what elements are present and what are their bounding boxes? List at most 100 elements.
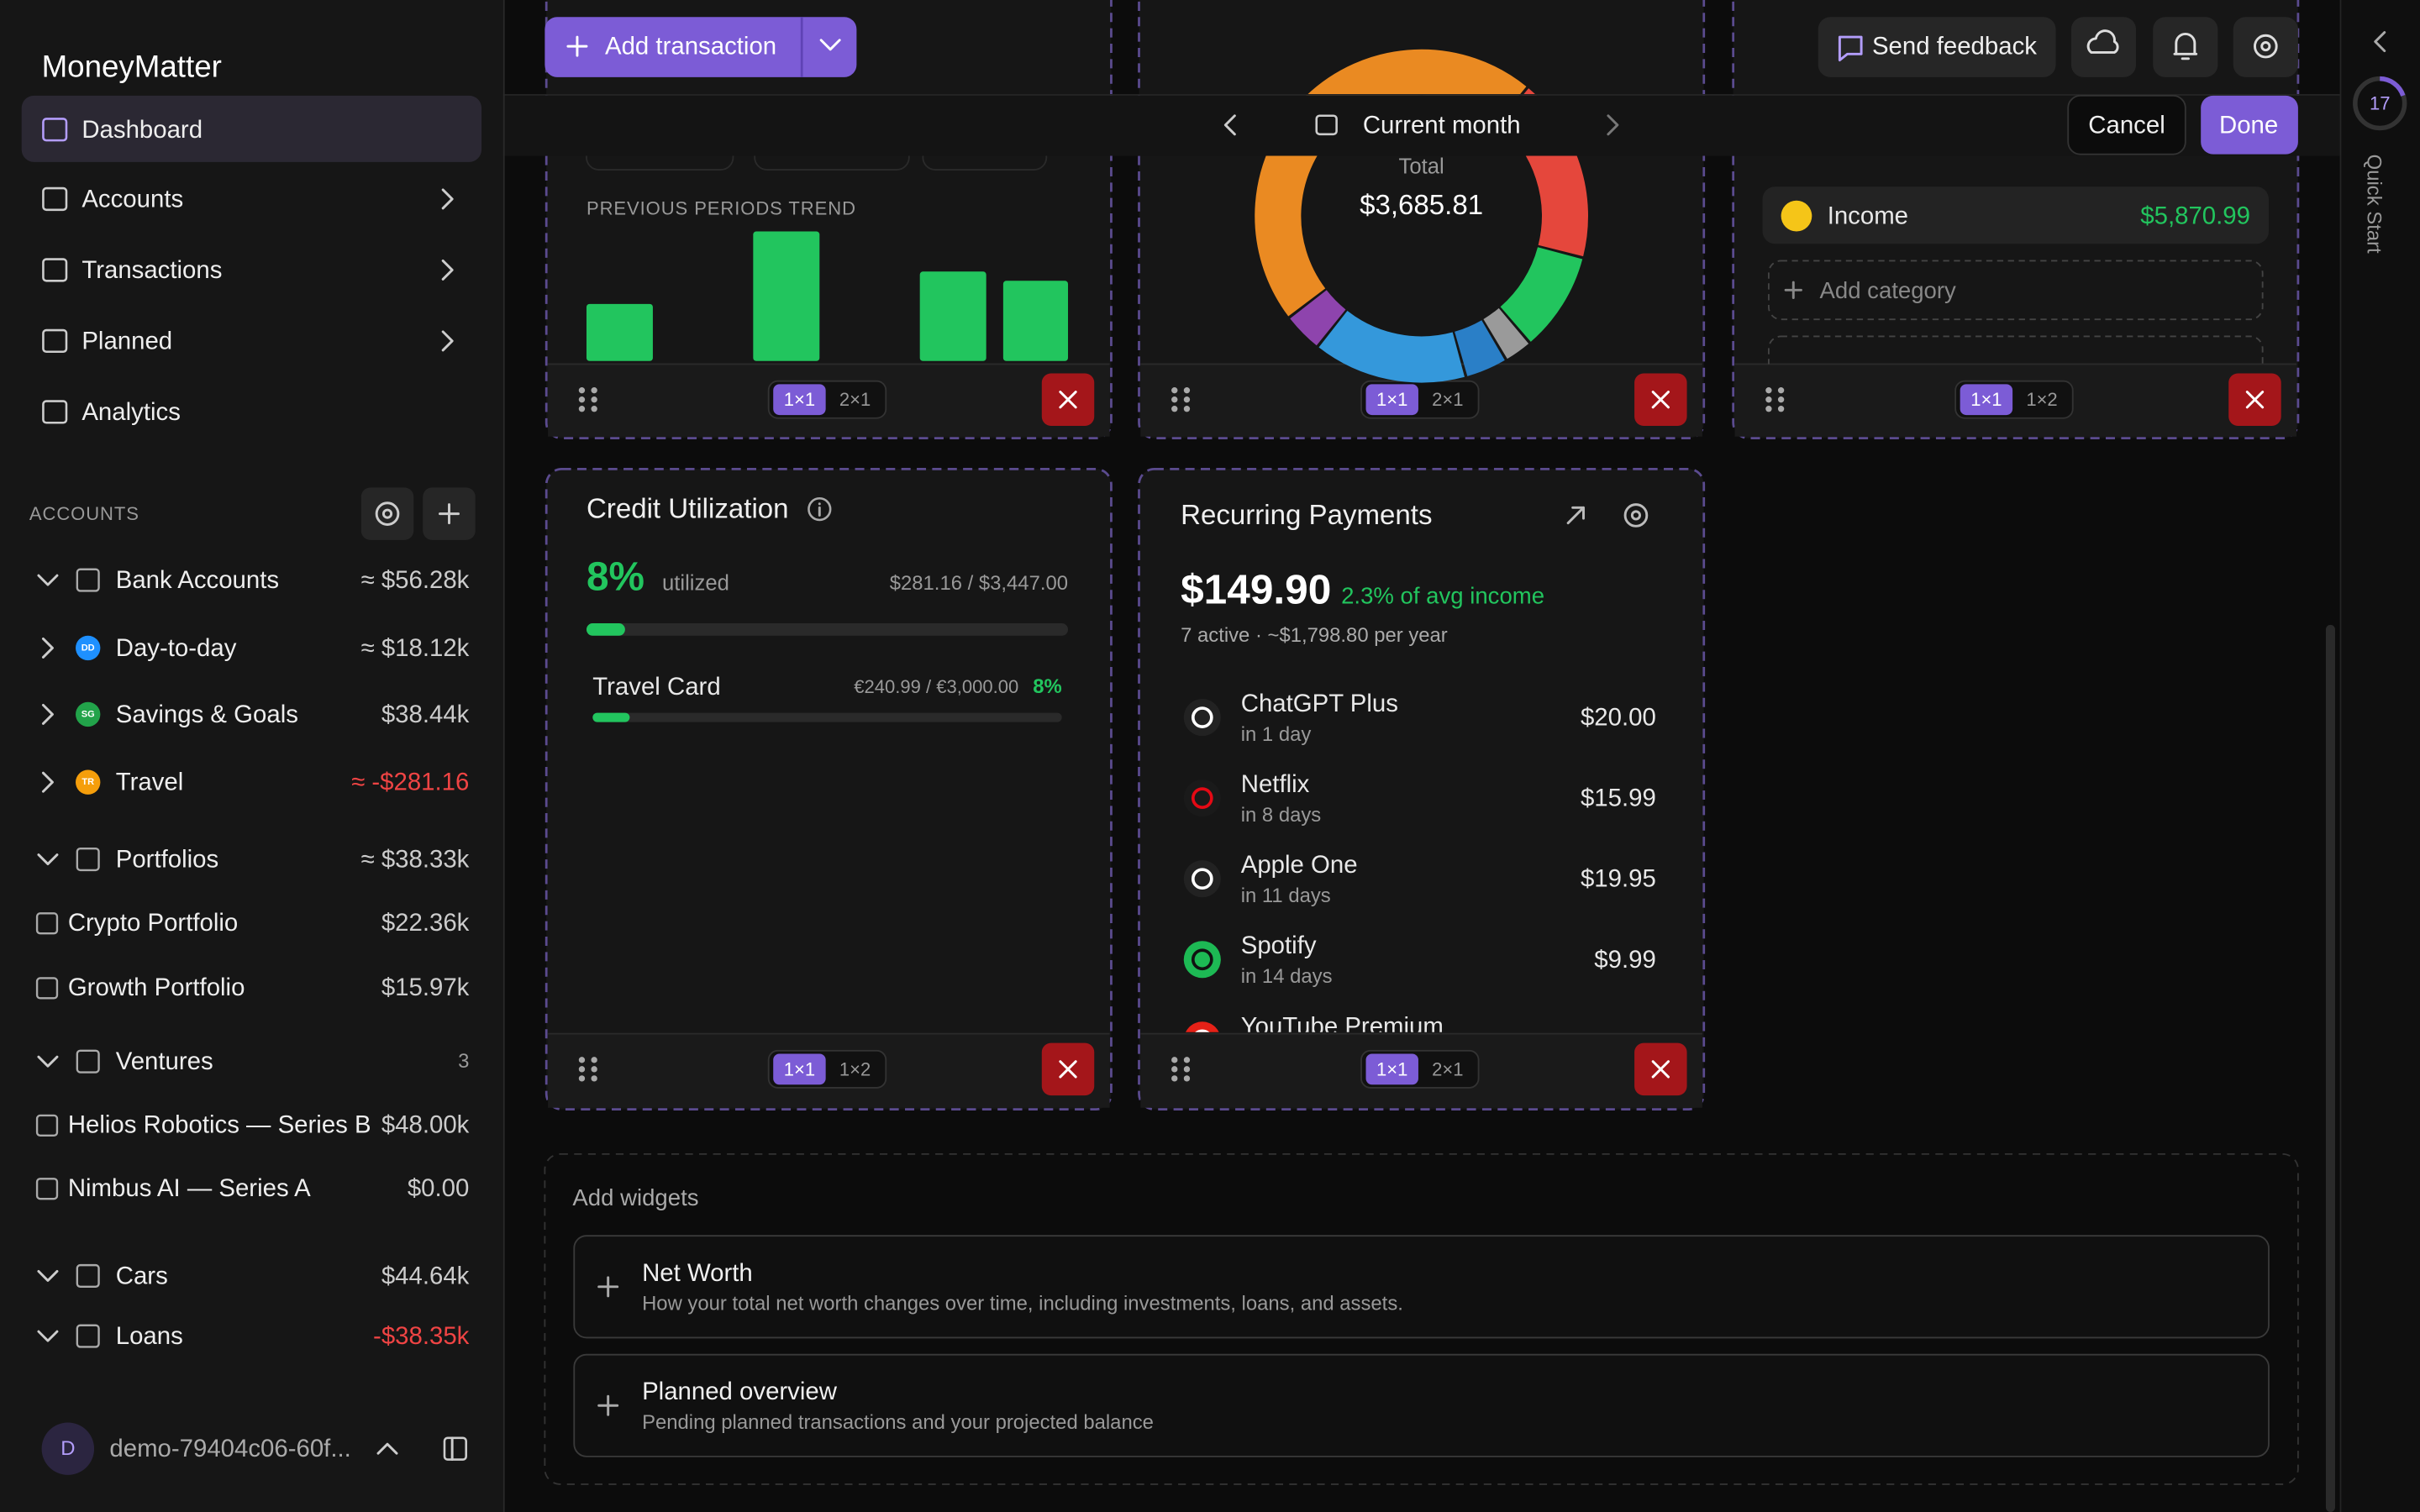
widget-option[interactable] — [573, 1353, 2270, 1457]
account-name: Ventures — [116, 1047, 213, 1075]
calendar-icon — [1315, 114, 1338, 136]
account-name: Nimbus AI — Series A — [68, 1174, 311, 1202]
account-badge — [76, 701, 101, 727]
account-value: $15.97k — [381, 974, 470, 1001]
drag-handle — [578, 1066, 586, 1073]
nav-item: Accounts — [82, 185, 183, 213]
icon-button[interactable] — [2070, 17, 2137, 77]
label: How your total net worth changes over ti… — [642, 1293, 1403, 1315]
trend-bar — [586, 303, 653, 361]
size-chip-active[interactable] — [1365, 1053, 1418, 1085]
size-chip: 1×1 — [1376, 1058, 1407, 1079]
add-transaction-button[interactable] — [544, 17, 857, 77]
size-chip-active[interactable] — [773, 384, 826, 416]
label: $149.90 — [1181, 566, 1331, 613]
service-icon — [1191, 948, 1213, 971]
collapse-button — [2374, 31, 2386, 53]
cancel-button[interactable] — [2067, 94, 2186, 155]
account-name: Travel — [116, 769, 184, 796]
service-icon — [1185, 1021, 1219, 1032]
gear-icon — [1623, 503, 1649, 528]
drag-handle — [1171, 1066, 1178, 1073]
label: Cancel — [2088, 111, 2165, 139]
widget-option[interactable] — [573, 1235, 2270, 1339]
service-icon — [1191, 868, 1213, 890]
service-icon — [1195, 1029, 1210, 1032]
category-dot — [1781, 200, 1812, 232]
gear-icon — [381, 508, 393, 519]
account-icon — [35, 1114, 59, 1137]
account-name: Portfolios — [116, 846, 218, 874]
icon-button[interactable] — [2153, 17, 2218, 77]
sync-icon — [2086, 29, 2119, 54]
progress-track — [592, 712, 1062, 722]
menu-toggle — [376, 1442, 398, 1455]
label: Add transaction — [605, 33, 776, 60]
account-name: Day-to-day — [116, 634, 237, 662]
label: Current month — [1363, 111, 1521, 139]
chevron-icon — [441, 188, 454, 210]
service-icon — [1183, 780, 1221, 817]
gear-icon — [2260, 41, 2271, 52]
icon-button[interactable] — [2233, 17, 2298, 77]
trend-bar — [919, 271, 986, 361]
send-feedback-button[interactable] — [1818, 17, 2056, 77]
label: Travel Card — [592, 673, 720, 701]
label: 2.3% of avg income — [1341, 582, 1544, 608]
plus-icon — [566, 35, 588, 57]
info-icon — [808, 496, 832, 522]
label: Send feedback — [1872, 33, 2037, 60]
user-name: demo-79404c06-60f... — [109, 1435, 350, 1462]
label: ChatGPT Plus — [1241, 690, 1398, 717]
account-name: Cars — [116, 1262, 168, 1289]
drag-handle — [1171, 1075, 1178, 1082]
label: in 1 day — [1241, 723, 1312, 746]
size-chip-active[interactable] — [1365, 384, 1418, 416]
label: Pending planned transactions and your pr… — [642, 1411, 1154, 1434]
section-label: PREVIOUS PERIODS TREND — [587, 197, 856, 218]
drag-handle — [591, 1066, 597, 1073]
size-chip-active[interactable] — [773, 1053, 826, 1085]
close-icon — [2245, 391, 2265, 409]
drag-handle — [1171, 396, 1178, 403]
drag-handle — [1777, 387, 1785, 394]
feedback-icon — [1838, 35, 1863, 62]
chevron-icon — [819, 39, 841, 51]
service-icon — [1191, 706, 1213, 728]
drag-handle — [1765, 396, 1772, 403]
nav-item: Transactions — [82, 256, 222, 284]
nav-active — [21, 95, 482, 162]
done-button[interactable] — [2201, 95, 2298, 155]
settings-button[interactable] — [360, 487, 414, 540]
label: Done — [2219, 111, 2278, 139]
close-icon — [1059, 391, 1077, 409]
label: D — [60, 1437, 75, 1460]
label: 8% — [1033, 675, 1061, 698]
close-icon — [1651, 391, 1670, 409]
label: $281.16 / $3,447.00 — [890, 572, 1068, 595]
bell-icon — [2173, 33, 2198, 60]
widget-card — [1138, 467, 1706, 1110]
size-chip: 2×1 — [1432, 389, 1463, 410]
next-button — [1607, 114, 1619, 136]
gear-icon — [375, 501, 400, 526]
label: Total — [1398, 155, 1444, 178]
drag-handle — [1777, 406, 1785, 412]
account-value: $0.00 — [408, 1174, 470, 1202]
label: $9.99 — [1594, 946, 1656, 974]
size-chip: 1×1 — [784, 389, 815, 410]
drag-handle — [591, 396, 597, 403]
account-name: Helios Robotics — Series B — [68, 1110, 371, 1138]
service-icon — [1183, 860, 1221, 898]
drag-handle — [578, 1057, 586, 1063]
drag-handle — [1183, 387, 1191, 394]
drag-handle — [578, 396, 586, 403]
group-icon — [76, 568, 100, 592]
trend-bar — [753, 231, 820, 361]
account-badge — [76, 635, 101, 661]
size-chip: 1×1 — [1970, 389, 2002, 410]
nav-item: Planned — [82, 327, 172, 354]
label: TR — [82, 777, 94, 787]
group-icon — [76, 848, 100, 872]
size-chip-active[interactable] — [1960, 384, 2013, 416]
